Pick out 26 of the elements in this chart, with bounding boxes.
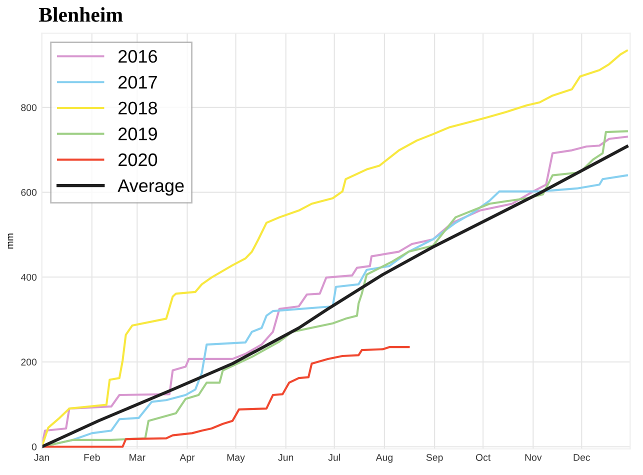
x-tick-label: Sep (426, 454, 443, 463)
chart-title: Blenheim (38, 7, 123, 22)
legend-label: Average (118, 179, 184, 196)
y-tick-label: 600 (21, 189, 37, 196)
legend-label: 2017 (118, 76, 157, 89)
legend-label: 2018 (118, 102, 158, 114)
x-tick-label: Aug (376, 454, 392, 463)
x-tick-label: Dec (574, 454, 590, 461)
x-tick-label: Jul (328, 454, 340, 461)
x-tick-label: Feb (84, 454, 100, 461)
y-tick-label: 400 (20, 274, 37, 281)
x-tick-label: Mar (130, 454, 146, 461)
line-series (42, 346, 410, 448)
legend-label: 2016 (118, 50, 157, 63)
y-tick-label: 800 (21, 104, 37, 112)
legend-label: 2019 (118, 128, 157, 140)
x-tick-label: Jun (278, 454, 294, 461)
x-tick-label: May (227, 454, 245, 463)
y-tick-label: 200 (21, 358, 37, 366)
x-tick-label: Oct (476, 454, 491, 461)
legend-label: 2020 (118, 153, 158, 166)
y-axis-title: mm (8, 234, 14, 249)
x-tick-label: Apr (180, 454, 195, 463)
x-tick-label: Jan (34, 454, 49, 461)
y-tick-label: 0 (32, 443, 37, 450)
x-tick-label: Nov (525, 454, 542, 461)
